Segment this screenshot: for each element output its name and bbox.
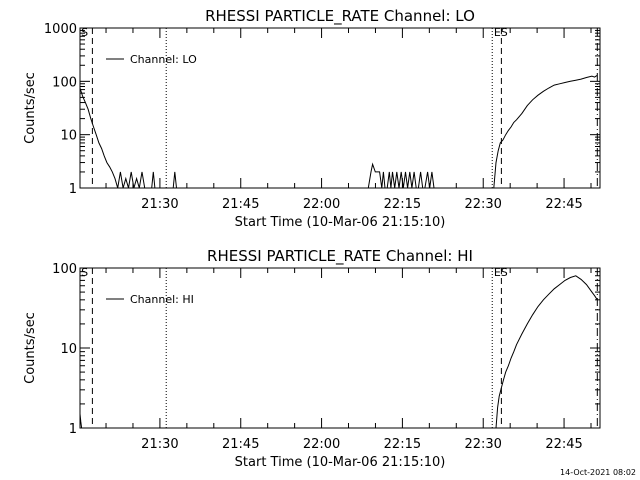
chart-panel-hi: RHESSI PARTICLE_RATE Channel: HI Counts/s… xyxy=(23,247,601,470)
y-tick-label: 1 xyxy=(69,182,77,197)
annotation-label: ES xyxy=(494,26,508,39)
annotation-label: S xyxy=(81,266,88,279)
plot-frame xyxy=(79,27,601,189)
series-line-hi xyxy=(79,275,598,429)
x-tick-label: 22:00 xyxy=(303,437,340,452)
y-tick-label: 10 xyxy=(60,129,77,144)
y-tick-label: 1000 xyxy=(44,22,77,37)
annotation-label: S xyxy=(81,26,88,39)
legend-label: Channel: LO xyxy=(130,53,197,66)
x-tick-label: 22:15 xyxy=(384,437,421,452)
x-tick-label: 22:30 xyxy=(464,197,501,212)
x-axis-label: Start Time (10-Mar-06 21:15:10) xyxy=(235,215,446,230)
chart-title: RHESSI PARTICLE_RATE Channel: HI xyxy=(207,247,473,266)
plot-frame xyxy=(79,267,601,429)
chart-panel-lo: RHESSI PARTICLE_RATE Channel: LO Counts/s… xyxy=(23,7,601,230)
y-tick-label: 1 xyxy=(69,422,77,437)
series-line-lo xyxy=(79,74,598,189)
x-tick-label: 21:30 xyxy=(141,437,178,452)
chart-title: RHESSI PARTICLE_RATE Channel: LO xyxy=(205,7,475,26)
x-tick-label: 22:30 xyxy=(464,437,501,452)
x-tick-label: 22:00 xyxy=(303,197,340,212)
x-tick-label: 21:45 xyxy=(222,437,259,452)
x-tick-label: 22:45 xyxy=(545,437,582,452)
x-tick-label: 21:30 xyxy=(141,197,178,212)
x-tick-label: 22:15 xyxy=(384,197,421,212)
annotation-label: ES xyxy=(494,266,508,279)
y-tick-label: 100 xyxy=(52,262,77,277)
footer-timestamp: 14-Oct-2021 08:02 xyxy=(560,468,636,477)
x-tick-label: 21:45 xyxy=(222,197,259,212)
x-tick-label: 22:45 xyxy=(545,197,582,212)
y-tick-label: 10 xyxy=(60,342,77,357)
legend-label: Channel: HI xyxy=(130,293,194,306)
x-axis-label: Start Time (10-Mar-06 21:15:10) xyxy=(235,455,446,470)
y-axis-label: Counts/sec xyxy=(23,72,38,144)
y-axis-label: Counts/sec xyxy=(23,312,38,384)
y-tick-label: 100 xyxy=(52,75,77,90)
